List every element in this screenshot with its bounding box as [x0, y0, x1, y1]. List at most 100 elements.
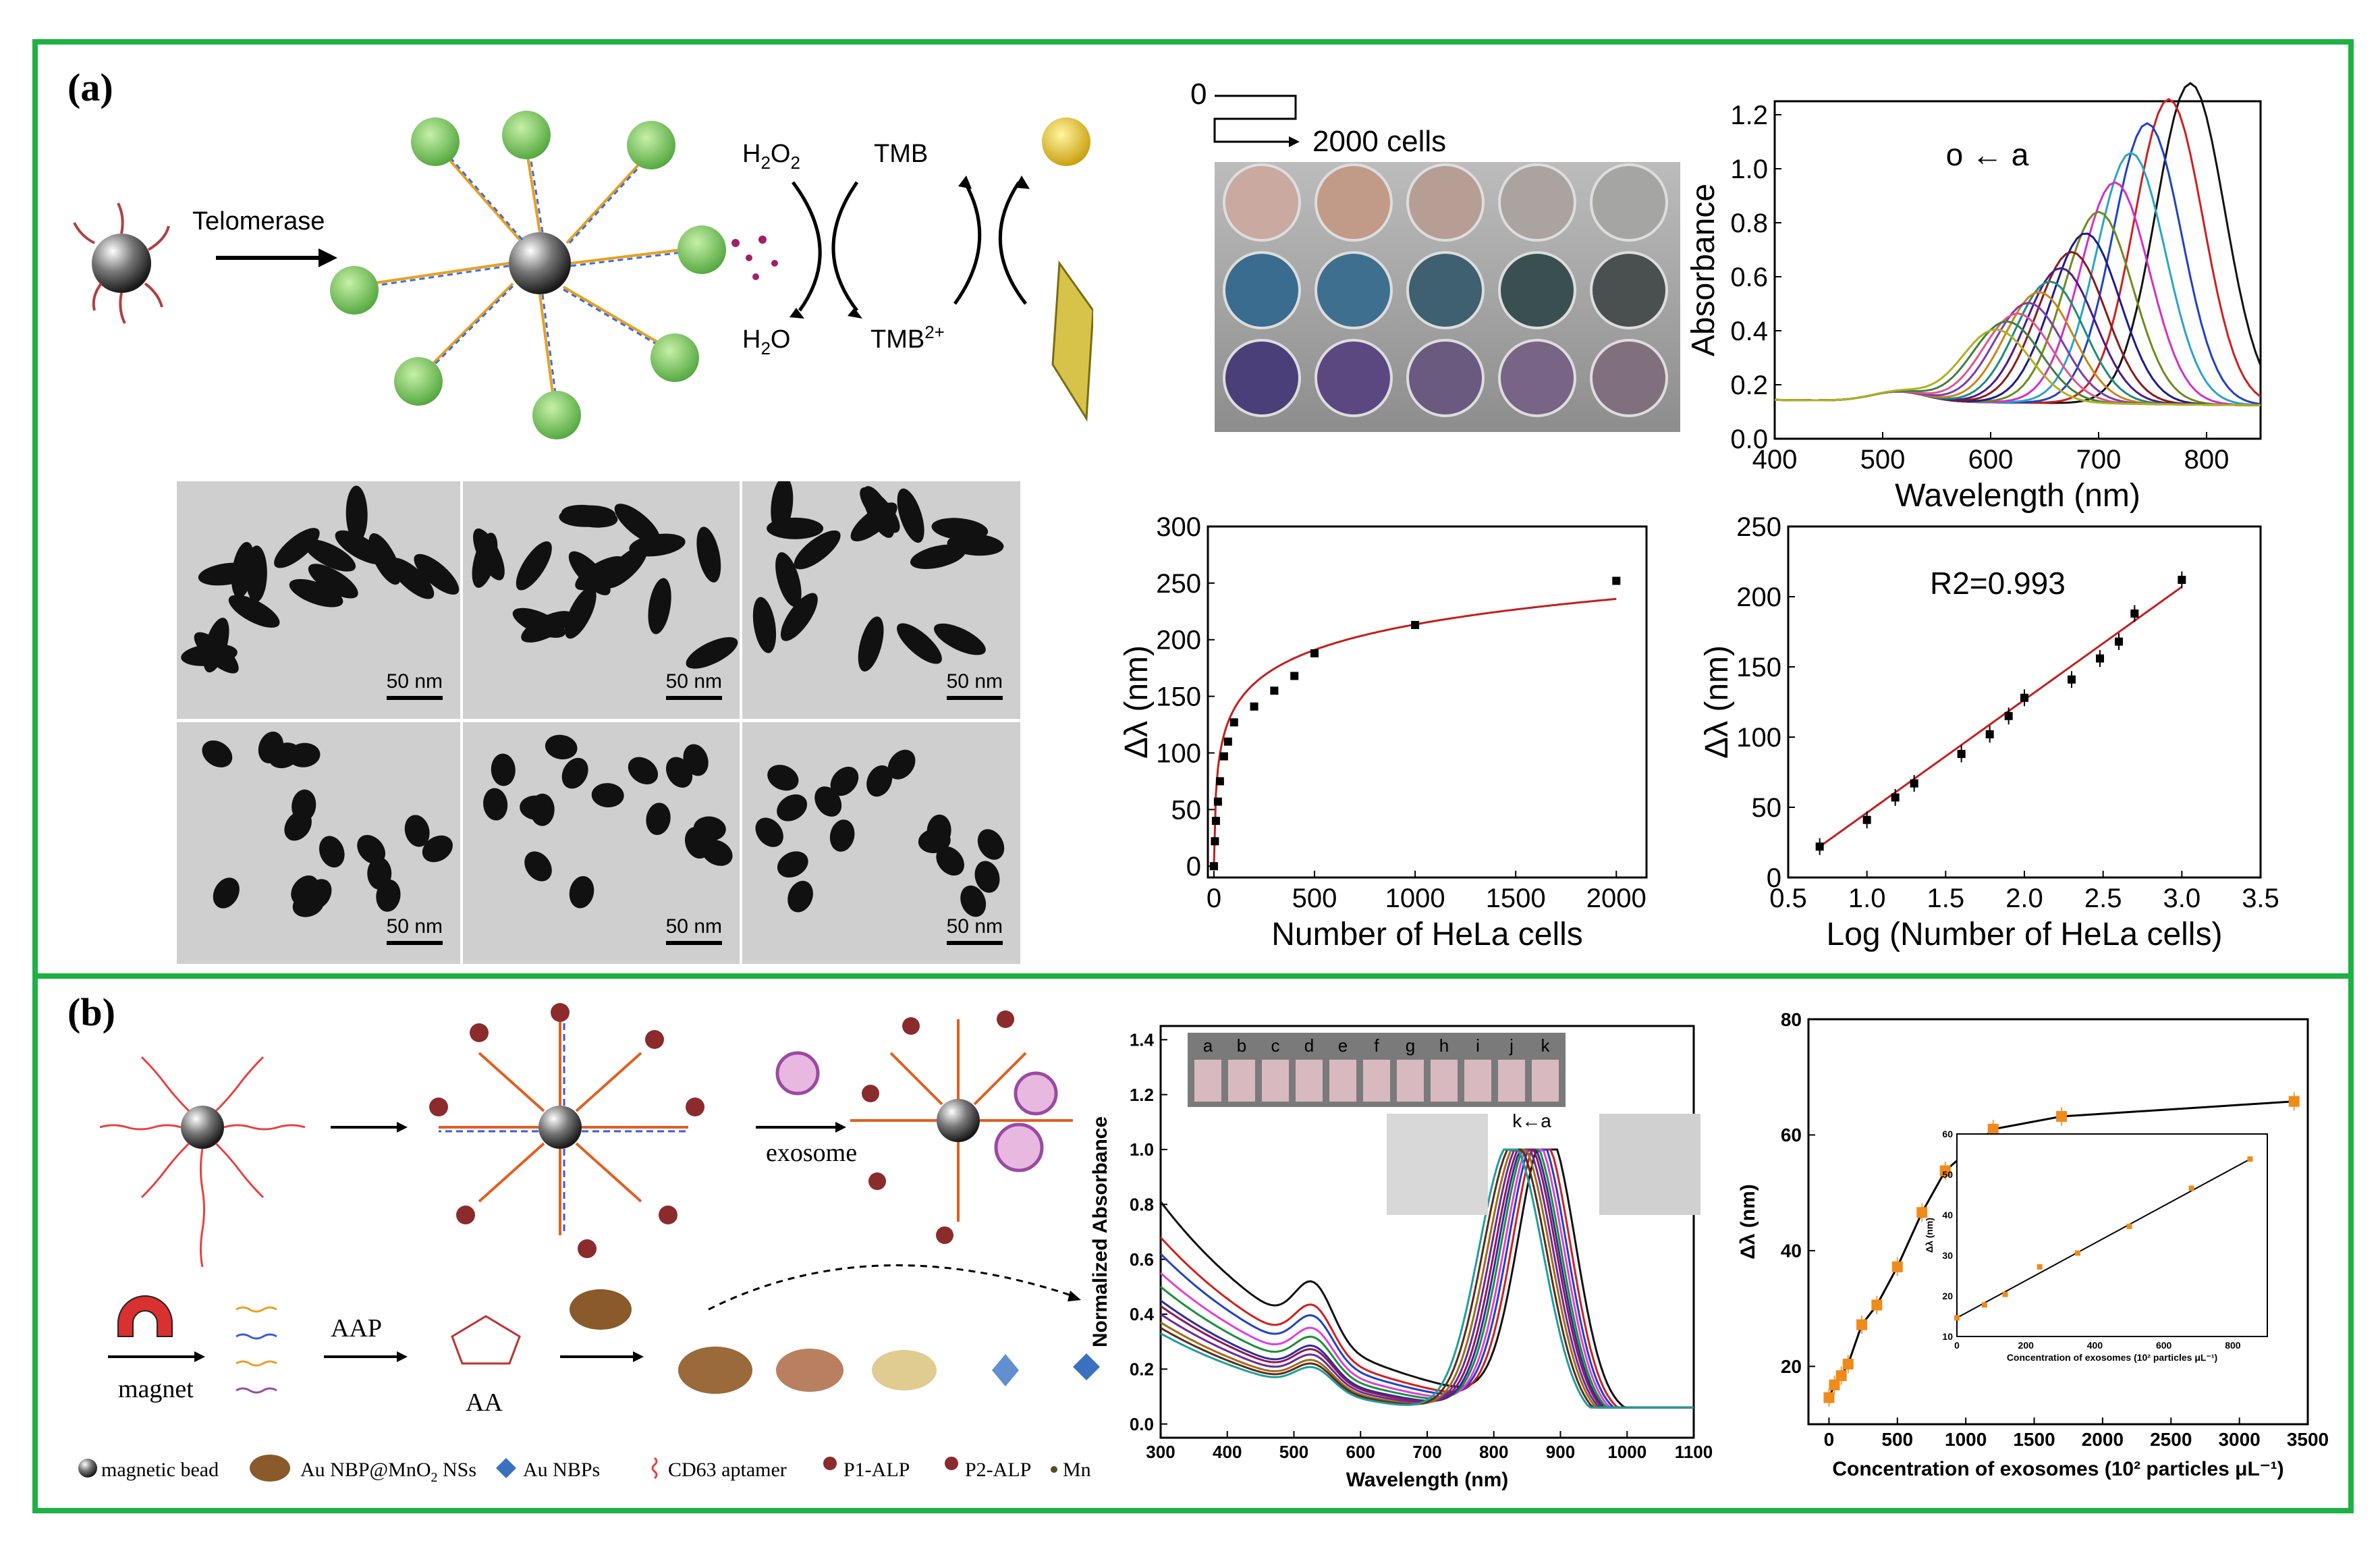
inset-y-axis-label: Δλ (nm) — [1924, 1218, 1935, 1253]
nanoparticle — [289, 578, 343, 607]
nanoparticle — [516, 541, 552, 591]
x-tick-label: 0.5 — [1769, 884, 1807, 913]
inset-chart: 0 200 400 600 800 10 20 30 40 50 60 Concentration o… — [1924, 1129, 2268, 1363]
y-tick-label: 150 — [1156, 682, 1201, 712]
nanoparticle — [194, 632, 239, 674]
nanoparticle — [202, 740, 233, 767]
annotation-box — [1903, 128, 2072, 182]
y-tick-label: 1.2 — [1730, 101, 1768, 130]
inset-data-point — [2247, 1156, 2253, 1162]
nanoparticle — [866, 765, 893, 797]
well — [1590, 163, 1668, 242]
x-tick-label: 2000 — [1586, 884, 1646, 913]
nanoparticle — [389, 558, 435, 599]
data-point — [1209, 862, 1218, 871]
y-tick-label: 0.2 — [1130, 1359, 1154, 1379]
data-point — [2288, 1096, 2300, 1107]
data-point — [1211, 817, 1220, 826]
data-point — [1310, 649, 1319, 657]
x-tick-label: 1.5 — [1927, 884, 1965, 913]
nanoparticle — [767, 765, 799, 791]
legend-au-nbps: Au NBPs — [523, 1459, 600, 1481]
spectrum-line — [1774, 181, 2261, 406]
spectrum-line — [1159, 1148, 1694, 1409]
nanoparticle — [568, 551, 611, 595]
y-tick-label: 1.2 — [1130, 1085, 1154, 1105]
well — [1314, 339, 1393, 417]
well — [1223, 339, 1301, 417]
y-tick-label: 0.4 — [1130, 1304, 1155, 1324]
linear-chart: 0.5 1.0 1.5 2.0 2.5 3.0 3.5 0 50 100 150 200 250 Log … — [1699, 512, 2279, 952]
inset-x-tick-label: 200 — [2018, 1340, 2035, 1351]
legend-cd63-aptamer: CD63 aptamer — [668, 1459, 787, 1481]
spectrum-line — [1774, 320, 2261, 406]
tem-inset-left — [1387, 1114, 1488, 1215]
vial-label: i — [1476, 1035, 1480, 1056]
well — [1590, 251, 1668, 329]
nanoparticle — [367, 857, 392, 890]
vial — [1363, 1060, 1390, 1102]
nanoparticle — [977, 829, 1005, 860]
y-tick-label: 1.0 — [1130, 1139, 1154, 1160]
legend-magnetic-bead: magnetic bead — [101, 1459, 219, 1481]
data-point — [2115, 637, 2123, 646]
well — [1498, 163, 1576, 242]
r2-annotation: R2=0.993 — [1930, 566, 2066, 601]
tmb2-label: TMB2+ — [870, 322, 945, 354]
y-tick-label: 1.0 — [1730, 155, 1768, 184]
data-point — [1957, 749, 1966, 758]
y-tick-label: 0.0 — [1730, 425, 1768, 454]
y-tick-label: 0.4 — [1730, 317, 1768, 346]
x-tick-label: 1500 — [2013, 1429, 2055, 1450]
nanoparticle — [422, 835, 453, 863]
legend-mn: Mn — [1063, 1459, 1091, 1481]
y-tick-label: 200 — [1156, 626, 1201, 655]
x-axis-label: Number of HeLa cells — [1271, 917, 1583, 952]
nanoparticle — [291, 875, 319, 905]
nanoparticle — [767, 517, 824, 539]
x-axis-label: Concentration of exosomes (10² particles… — [1832, 1458, 2284, 1480]
x-tick-label: 400 — [1213, 1442, 1242, 1462]
data-point — [1987, 1123, 1999, 1135]
y-tick-label: 300 — [1156, 512, 1201, 542]
inset-data-point — [2126, 1223, 2132, 1229]
nanoparticle — [274, 528, 320, 568]
vial-label: b — [1237, 1035, 1246, 1056]
data-point — [1215, 777, 1224, 786]
data-point — [1219, 752, 1228, 761]
x-tick-label: 800 — [1479, 1442, 1508, 1462]
y-axis-label: Δλ (nm) — [1699, 645, 1735, 759]
data-point — [2004, 711, 2013, 720]
well-plate-legend: 0 2000 cells — [1190, 81, 1446, 158]
nanoparticle — [545, 734, 578, 760]
y-axis-label: Δλ (nm) — [1119, 645, 1155, 759]
tem-image-6: 50 nm — [742, 722, 1020, 964]
panel-b-label: (b) — [67, 990, 115, 1034]
inset-fit-line — [1956, 1158, 2250, 1319]
inset-x-tick-label: 600 — [2156, 1340, 2172, 1351]
response-chart: 0 500 1000 1500 2000 0 50 100 150 200 250 300 Number… — [1119, 512, 1648, 952]
vial-label: d — [1304, 1035, 1314, 1056]
nanoparticle — [561, 757, 588, 789]
vial-label: a — [1203, 1035, 1213, 1056]
data-point — [1815, 842, 1824, 851]
magnet-icon — [117, 1295, 173, 1337]
inset-y-tick-label: 20 — [1942, 1291, 1953, 1301]
nanoparticle — [524, 851, 552, 882]
well — [1498, 251, 1576, 329]
nanoparticle — [897, 488, 924, 543]
well — [1314, 163, 1393, 242]
x-tick-label: 300 — [1146, 1442, 1175, 1462]
y-tick-label: 0.8 — [1130, 1194, 1154, 1214]
magnetic-bead-icon — [73, 202, 170, 324]
data-point — [2096, 654, 2104, 663]
nanoparticle — [934, 623, 986, 655]
data-point — [1862, 815, 1871, 824]
data-point — [1856, 1319, 1868, 1330]
vial — [1296, 1060, 1323, 1102]
data-point — [1916, 1207, 1928, 1218]
spectrum-line — [1160, 1148, 1694, 1409]
vial — [1532, 1060, 1559, 1102]
nanoparticle — [787, 880, 813, 913]
x-tick-label: 500 — [1860, 445, 1906, 475]
